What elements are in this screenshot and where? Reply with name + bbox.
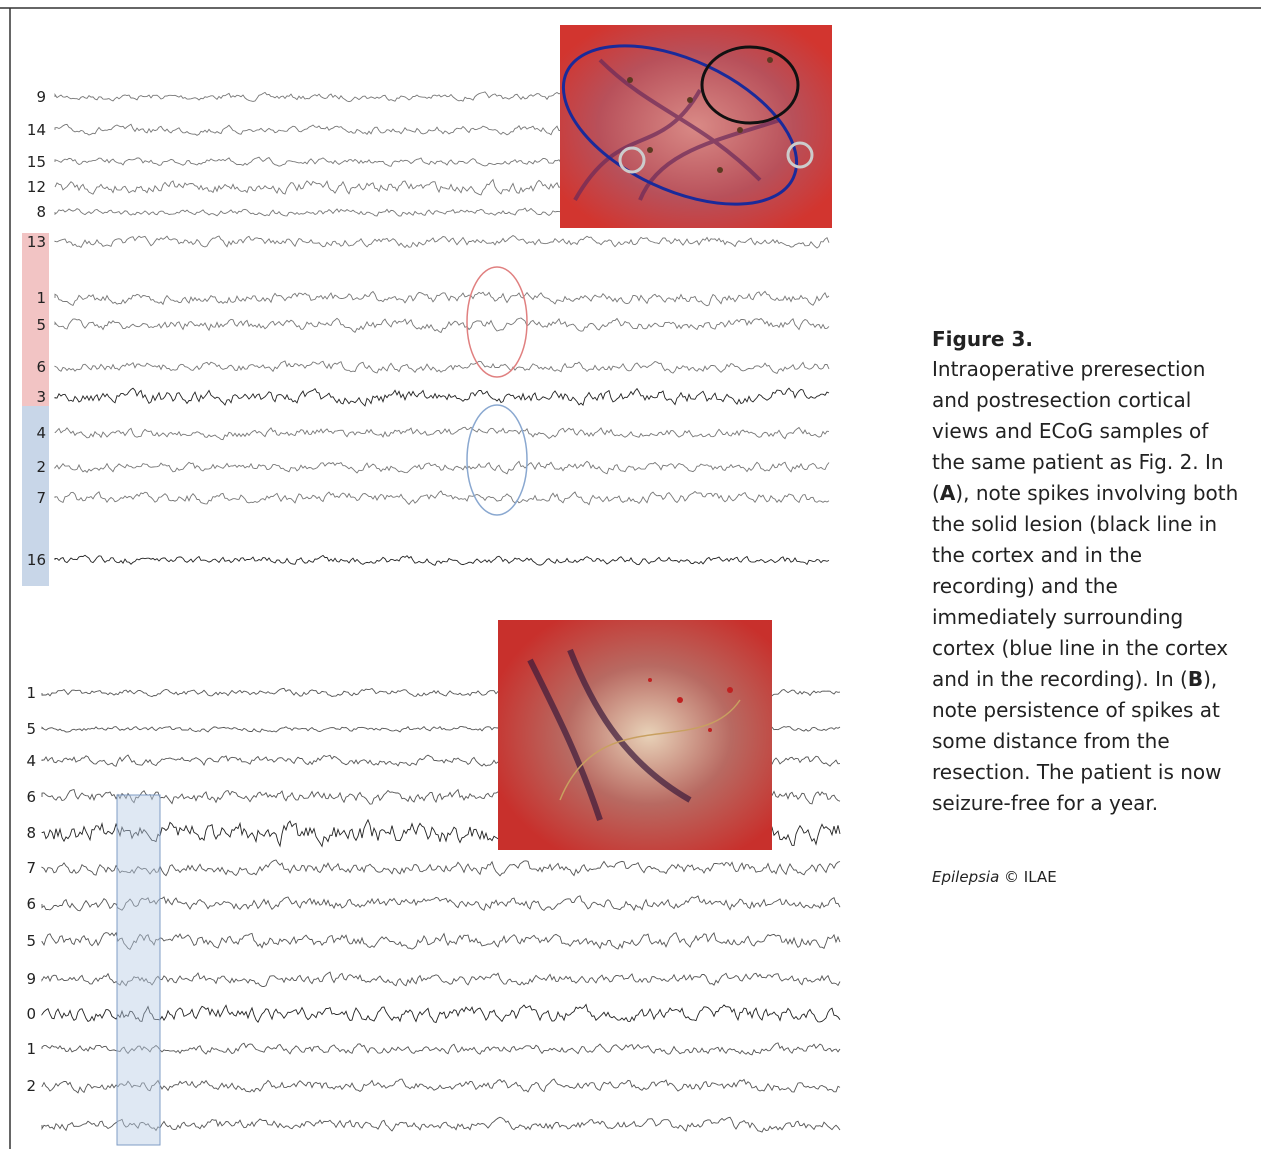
caption-line: the solid lesion (black line in bbox=[932, 512, 1217, 536]
caption-text: ( bbox=[932, 481, 940, 505]
caption-text: A bbox=[940, 481, 956, 505]
eeg-trace bbox=[42, 1079, 840, 1093]
channel-label: 8 bbox=[36, 203, 46, 221]
caption: Figure 3. Intraoperative preresection and… bbox=[932, 327, 1238, 886]
caption-title: Figure 3. bbox=[932, 327, 1033, 351]
channel-label: 5 bbox=[36, 316, 46, 334]
caption-text: recording) and the bbox=[932, 574, 1118, 598]
channel-label: 2 bbox=[26, 1077, 36, 1095]
channel-label: 1 bbox=[36, 289, 46, 307]
channel-label: 9 bbox=[26, 970, 36, 988]
caption-line: views and ECoG samples of bbox=[932, 419, 1209, 443]
caption-line: cortex (blue line in the cortex bbox=[932, 636, 1228, 660]
channel-label: 2 bbox=[36, 458, 46, 476]
caption-text: some distance from the bbox=[932, 729, 1170, 753]
eeg-trace bbox=[42, 1043, 840, 1055]
caption-line: (A), note spikes involving both bbox=[932, 481, 1238, 505]
caption-text: views and ECoG samples of bbox=[932, 419, 1209, 443]
eeg-trace bbox=[55, 461, 829, 474]
eeg-trace bbox=[55, 427, 829, 439]
caption-line: note persistence of spikes at bbox=[932, 698, 1220, 722]
caption-text: the solid lesion (black line in bbox=[932, 512, 1217, 536]
eeg-trace bbox=[55, 236, 829, 249]
channel-label: 6 bbox=[26, 895, 36, 913]
channel-label: 1 bbox=[26, 1040, 36, 1058]
caption-text: resection. The patient is now bbox=[932, 760, 1222, 784]
eeg-trace bbox=[42, 896, 840, 911]
caption-line: resection. The patient is now bbox=[932, 760, 1222, 784]
channel-label: 5 bbox=[26, 932, 36, 950]
caption-text: note persistence of spikes at bbox=[932, 698, 1220, 722]
caption-text: immediately surrounding bbox=[932, 605, 1183, 629]
eeg-trace bbox=[55, 361, 829, 373]
channel-label: 4 bbox=[36, 424, 46, 442]
eeg-trace bbox=[42, 1117, 840, 1132]
eeg-trace bbox=[42, 1005, 840, 1023]
channel-label: 9 bbox=[36, 88, 46, 106]
caption-line: seizure-free for a year. bbox=[932, 791, 1158, 815]
caption-line: some distance from the bbox=[932, 729, 1170, 753]
spike-marker bbox=[467, 267, 527, 377]
eeg-trace bbox=[55, 318, 829, 333]
photo-b bbox=[498, 620, 772, 850]
channel-label: 0 bbox=[26, 1005, 36, 1023]
channel-label: 6 bbox=[36, 358, 46, 376]
photo-a bbox=[539, 13, 832, 236]
channel-label: 14 bbox=[27, 121, 46, 139]
channel-label: 13 bbox=[27, 233, 46, 251]
eeg-trace bbox=[55, 291, 829, 306]
spike-marker bbox=[467, 405, 527, 515]
channel-label: 6 bbox=[26, 788, 36, 806]
credit-text: © ILAE bbox=[999, 868, 1056, 886]
channel-label: 8 bbox=[26, 824, 36, 842]
caption-text: the same patient as Fig. 2. In bbox=[932, 450, 1224, 474]
eeg-trace bbox=[55, 491, 829, 505]
channel-label: 1 bbox=[26, 684, 36, 702]
caption-line: Intraoperative preresection bbox=[932, 357, 1205, 381]
caption-line: the same patient as Fig. 2. In bbox=[932, 450, 1224, 474]
channel-label: 7 bbox=[26, 859, 36, 877]
caption-line: recording) and the bbox=[932, 574, 1118, 598]
channel-label: 15 bbox=[27, 153, 46, 171]
eeg-trace bbox=[42, 972, 840, 986]
caption-line: and postresection cortical bbox=[932, 388, 1191, 412]
channel-label: 7 bbox=[36, 489, 46, 507]
caption-text: seizure-free for a year. bbox=[932, 791, 1158, 815]
eeg-trace bbox=[55, 388, 829, 406]
credit: Epilepsia © ILAE bbox=[932, 868, 1057, 886]
eeg-trace bbox=[42, 933, 840, 950]
caption-text: cortex (blue line in the cortex bbox=[932, 636, 1228, 660]
eeg-trace bbox=[55, 555, 829, 565]
caption-text: ), bbox=[1203, 667, 1217, 691]
caption-text: Intraoperative preresection bbox=[932, 357, 1205, 381]
caption-text: B bbox=[1188, 667, 1203, 691]
channel-label: 3 bbox=[36, 388, 46, 406]
caption-text: ), note spikes involving both bbox=[955, 481, 1238, 505]
channel-label: 12 bbox=[27, 178, 46, 196]
channel-label: 16 bbox=[27, 551, 46, 569]
caption-line: the cortex and in the bbox=[932, 543, 1142, 567]
caption-text: the cortex and in the bbox=[932, 543, 1142, 567]
channel-label: 5 bbox=[26, 720, 36, 738]
figure: 9141512813156342716154687659012 Figure 3… bbox=[0, 0, 1261, 1149]
eeg-trace bbox=[42, 860, 840, 876]
caption-text: and in the recording). In ( bbox=[932, 667, 1188, 691]
caption-text: and postresection cortical bbox=[932, 388, 1191, 412]
channel-label: 4 bbox=[26, 752, 36, 770]
journal: Epilepsia bbox=[932, 868, 999, 886]
caption-line: immediately surrounding bbox=[932, 605, 1183, 629]
caption-line: and in the recording). In (B), bbox=[932, 667, 1217, 691]
traces bbox=[42, 92, 840, 1132]
spike-marker bbox=[117, 795, 160, 1145]
